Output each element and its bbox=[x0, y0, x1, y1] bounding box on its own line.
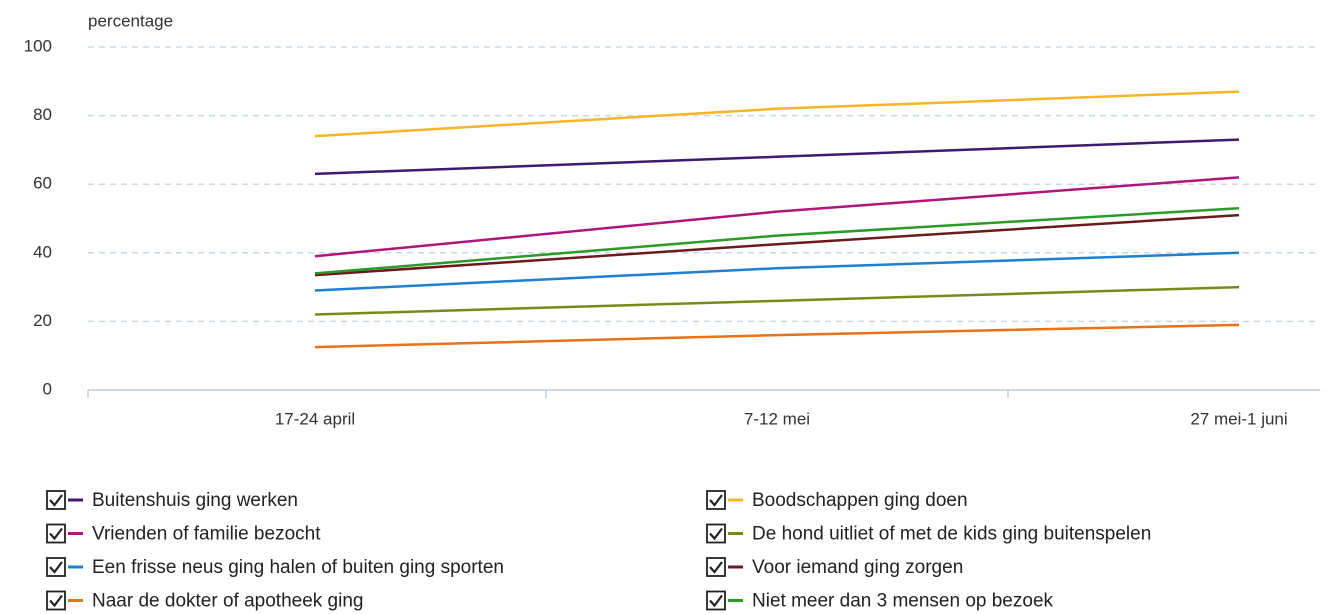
x-tick-label: 17-24 april bbox=[275, 409, 355, 428]
legend-check bbox=[709, 561, 723, 574]
legend-checkbox[interactable] bbox=[706, 557, 726, 577]
y-tick-label: 80 bbox=[33, 105, 52, 124]
series-line bbox=[314, 90, 1240, 138]
series-line bbox=[314, 251, 1240, 292]
y-tick-label: 100 bbox=[24, 36, 52, 55]
y-tick-label: 0 bbox=[43, 379, 52, 398]
legend-checkbox[interactable] bbox=[706, 590, 726, 611]
legend-check bbox=[49, 527, 63, 541]
legend-check bbox=[709, 527, 723, 541]
legend-checkbox[interactable] bbox=[706, 490, 726, 510]
legend-item[interactable]: Vrienden of familie bezocht bbox=[46, 523, 321, 545]
series-line bbox=[314, 323, 1240, 349]
legend-checkbox[interactable] bbox=[46, 490, 66, 510]
legend-checkbox[interactable] bbox=[46, 557, 66, 577]
legend-label: Boodschappen ging doen bbox=[752, 490, 968, 511]
legend-label: De hond uitliet of met de kids ging buit… bbox=[752, 524, 1151, 545]
legend-item[interactable]: Buitenshuis ging werken bbox=[46, 490, 298, 511]
series-line bbox=[314, 285, 1240, 316]
series-line bbox=[314, 206, 1240, 275]
legend-checkbox[interactable] bbox=[706, 523, 726, 544]
y-tick-label: 20 bbox=[33, 311, 52, 330]
legend-check bbox=[49, 494, 63, 507]
legend-label: Een frisse neus ging halen of buiten gin… bbox=[92, 557, 504, 578]
legend-checkbox[interactable] bbox=[46, 590, 66, 611]
series-line bbox=[314, 176, 1240, 258]
y-axis-label: percentage bbox=[88, 11, 173, 30]
legend-label: Buitenshuis ging werken bbox=[92, 490, 298, 511]
y-tick-label: 40 bbox=[33, 242, 52, 261]
x-tick-label: 7-12 mei bbox=[744, 409, 810, 428]
legend-label: Naar de dokter of apotheek ging bbox=[92, 591, 363, 612]
legend-item[interactable]: De hond uitliet of met de kids ging buit… bbox=[706, 523, 1151, 545]
legend-item[interactable]: Niet meer dan 3 mensen op bezoek bbox=[706, 590, 1054, 612]
legend-check bbox=[49, 594, 63, 608]
x-tick-label: 27 mei-1 juni bbox=[1190, 409, 1287, 428]
series-line bbox=[314, 138, 1240, 176]
legend-item[interactable]: Boodschappen ging doen bbox=[706, 490, 968, 511]
legend-checkbox[interactable] bbox=[46, 523, 66, 544]
legend-check bbox=[709, 594, 723, 608]
series-line bbox=[314, 213, 1240, 277]
legend-label: Voor iemand ging zorgen bbox=[752, 557, 963, 578]
legend-label: Niet meer dan 3 mensen op bezoek bbox=[752, 591, 1054, 612]
y-tick-label: 60 bbox=[33, 174, 52, 193]
legend-item[interactable]: Een frisse neus ging halen of buiten gin… bbox=[46, 557, 504, 578]
legend-check bbox=[709, 494, 723, 507]
legend-item[interactable]: Voor iemand ging zorgen bbox=[706, 557, 963, 578]
legend-item[interactable]: Naar de dokter of apotheek ging bbox=[46, 590, 363, 612]
legend-label: Vrienden of familie bezocht bbox=[92, 524, 321, 545]
legend-check bbox=[49, 561, 63, 574]
